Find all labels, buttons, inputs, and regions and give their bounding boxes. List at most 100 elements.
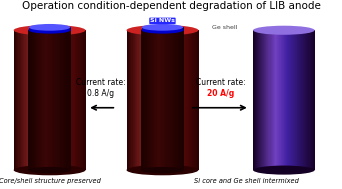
Bar [194, 30, 195, 170]
Bar [310, 30, 311, 170]
Bar [177, 30, 178, 170]
Bar [32, 30, 34, 170]
Bar [43, 27, 44, 31]
Bar [63, 30, 64, 170]
Ellipse shape [14, 25, 86, 36]
Text: 20 A/g: 20 A/g [207, 89, 234, 98]
Bar [30, 27, 31, 31]
Bar [196, 30, 197, 170]
Bar [195, 30, 196, 170]
Bar [144, 30, 146, 170]
Bar [171, 27, 172, 31]
Bar [169, 27, 170, 31]
Bar [35, 27, 36, 31]
Bar [267, 30, 269, 170]
Bar [48, 30, 49, 170]
Text: Si NWs: Si NWs [150, 18, 175, 23]
Bar [166, 27, 167, 31]
Text: Ge shell: Ge shell [212, 25, 237, 30]
Bar [29, 30, 30, 170]
Bar [58, 27, 60, 31]
Bar [41, 27, 42, 31]
Bar [44, 30, 45, 170]
Bar [62, 30, 63, 170]
Bar [254, 30, 255, 170]
Text: Core/shell structure preserved: Core/shell structure preserved [0, 178, 101, 184]
Bar [81, 30, 82, 170]
Bar [286, 30, 287, 170]
Bar [40, 30, 41, 170]
Bar [175, 27, 176, 31]
Bar [152, 30, 153, 170]
Bar [175, 30, 176, 170]
Bar [44, 30, 45, 170]
Bar [67, 27, 68, 31]
Bar [177, 30, 179, 170]
Bar [277, 30, 278, 170]
Bar [253, 30, 254, 170]
Ellipse shape [253, 166, 315, 175]
Bar [264, 30, 266, 170]
Bar [59, 30, 61, 170]
Bar [42, 27, 43, 31]
Bar [52, 30, 53, 170]
Bar [189, 30, 190, 170]
Bar [14, 30, 15, 170]
Bar [52, 30, 53, 170]
Bar [26, 30, 27, 170]
Bar [47, 30, 49, 170]
Bar [67, 30, 69, 170]
Bar [66, 27, 67, 31]
Bar [183, 30, 184, 170]
Bar [165, 27, 166, 31]
Bar [158, 30, 159, 170]
Bar [153, 30, 155, 170]
Bar [148, 27, 149, 31]
Bar [15, 30, 16, 170]
Bar [41, 27, 42, 31]
Bar [156, 27, 157, 31]
Bar [298, 30, 300, 170]
Bar [167, 30, 169, 170]
Bar [278, 30, 279, 170]
Bar [167, 27, 168, 31]
Bar [57, 30, 58, 170]
Bar [71, 30, 73, 170]
Bar [154, 27, 155, 31]
Bar [29, 30, 31, 170]
Bar [149, 30, 151, 170]
Bar [262, 30, 264, 170]
Bar [172, 30, 173, 170]
Bar [30, 30, 31, 170]
Bar [164, 30, 165, 170]
Bar [161, 30, 163, 170]
Bar [57, 30, 58, 170]
Bar [154, 30, 155, 170]
Bar [150, 27, 152, 31]
Bar [37, 27, 38, 31]
Bar [171, 30, 172, 170]
Bar [77, 30, 79, 170]
Bar [272, 30, 273, 170]
Bar [48, 30, 49, 170]
Bar [166, 30, 168, 170]
Bar [170, 30, 171, 170]
Ellipse shape [29, 27, 70, 34]
Bar [155, 30, 156, 170]
Bar [49, 30, 50, 170]
Bar [173, 30, 174, 170]
Bar [69, 27, 70, 31]
Bar [183, 30, 184, 170]
Bar [307, 30, 309, 170]
Bar [256, 30, 258, 170]
Bar [28, 30, 29, 170]
Bar [184, 30, 185, 170]
Bar [142, 27, 143, 31]
Bar [308, 30, 310, 170]
Bar [149, 30, 150, 170]
Bar [181, 30, 182, 170]
Bar [265, 30, 267, 170]
Bar [40, 30, 42, 170]
Bar [54, 27, 55, 31]
Bar [65, 27, 66, 31]
